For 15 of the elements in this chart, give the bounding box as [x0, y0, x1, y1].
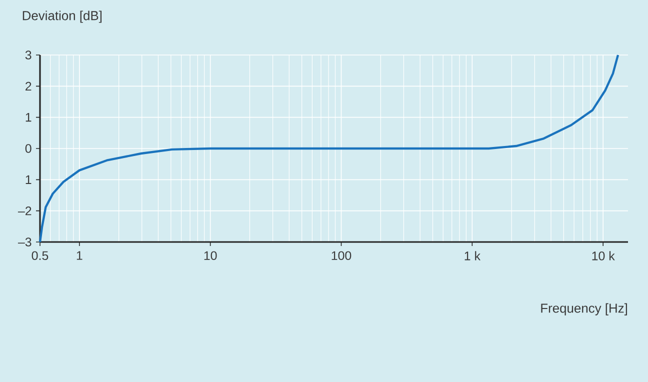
y-tick-label: 1 — [26, 113, 32, 122]
y-tick-label: 3 — [25, 50, 32, 60]
y-tick-label: 2 — [26, 82, 32, 91]
x-tick-label: 100 — [332, 251, 352, 260]
y-axis-title: Deviation [dB] — [22, 10, 102, 23]
y-tick-label: 1 — [26, 175, 32, 184]
y-tick-label: –3 — [18, 238, 32, 246]
x-axis-title: Frequency [Hz] — [541, 303, 627, 316]
x-tick-label: 10 — [204, 251, 217, 260]
y-tick-label: –2 — [18, 206, 32, 216]
y-tick-label: 0 — [25, 144, 32, 153]
x-tick-label: 0.5 — [32, 251, 48, 260]
x-tick-label: 10 k — [592, 251, 615, 260]
x-tick-label: 1 k — [464, 251, 480, 260]
x-tick-label: 1 — [76, 251, 82, 260]
